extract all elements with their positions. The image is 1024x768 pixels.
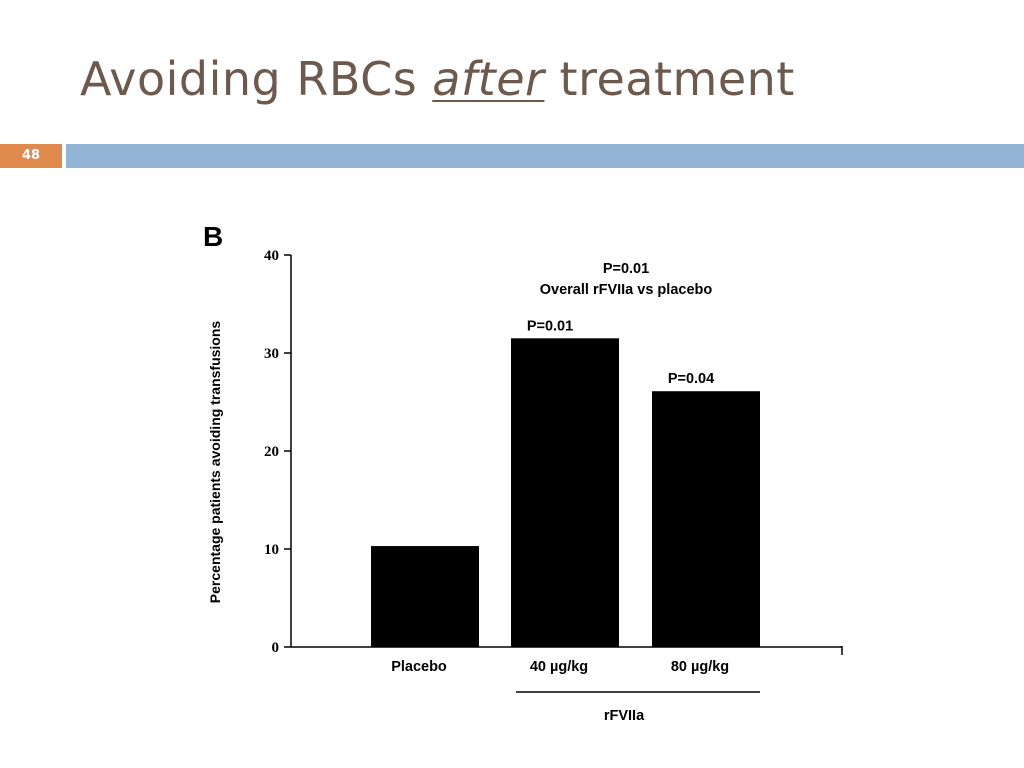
bar-p-value-label: P=0.04 xyxy=(668,371,714,387)
title-text-start: Avoiding RBCs xyxy=(80,52,433,106)
title-divider-bar xyxy=(66,144,1024,168)
y-tick-label: 30 xyxy=(264,346,279,362)
group-label: rFVIIa xyxy=(604,708,645,724)
bar xyxy=(652,391,760,647)
page-number-badge: 48 xyxy=(0,144,62,168)
overall-p-value: P=0.01 xyxy=(603,261,649,277)
panel-label: B xyxy=(203,221,223,252)
bar-p-value-label: P=0.01 xyxy=(527,318,573,334)
bar xyxy=(371,546,479,647)
y-tick-label: 20 xyxy=(264,444,279,460)
bar xyxy=(511,338,619,647)
slide-title: Avoiding RBCs after treatment xyxy=(80,52,795,106)
y-axis-label: Percentage patients avoiding transfusion… xyxy=(207,321,223,604)
title-emphasis: after xyxy=(432,52,545,106)
x-tick-label: 80 µg/kg xyxy=(671,659,729,675)
title-text-end: treatment xyxy=(544,52,795,106)
overall-comparison-label: Overall rFVIIa vs placebo xyxy=(540,282,713,298)
y-tick-label: 0 xyxy=(272,640,280,656)
y-tick-label: 40 xyxy=(264,248,279,264)
x-tick-label: 40 µg/kg xyxy=(530,659,588,675)
x-tick-label: Placebo xyxy=(391,659,447,675)
y-tick-label: 10 xyxy=(264,542,279,558)
